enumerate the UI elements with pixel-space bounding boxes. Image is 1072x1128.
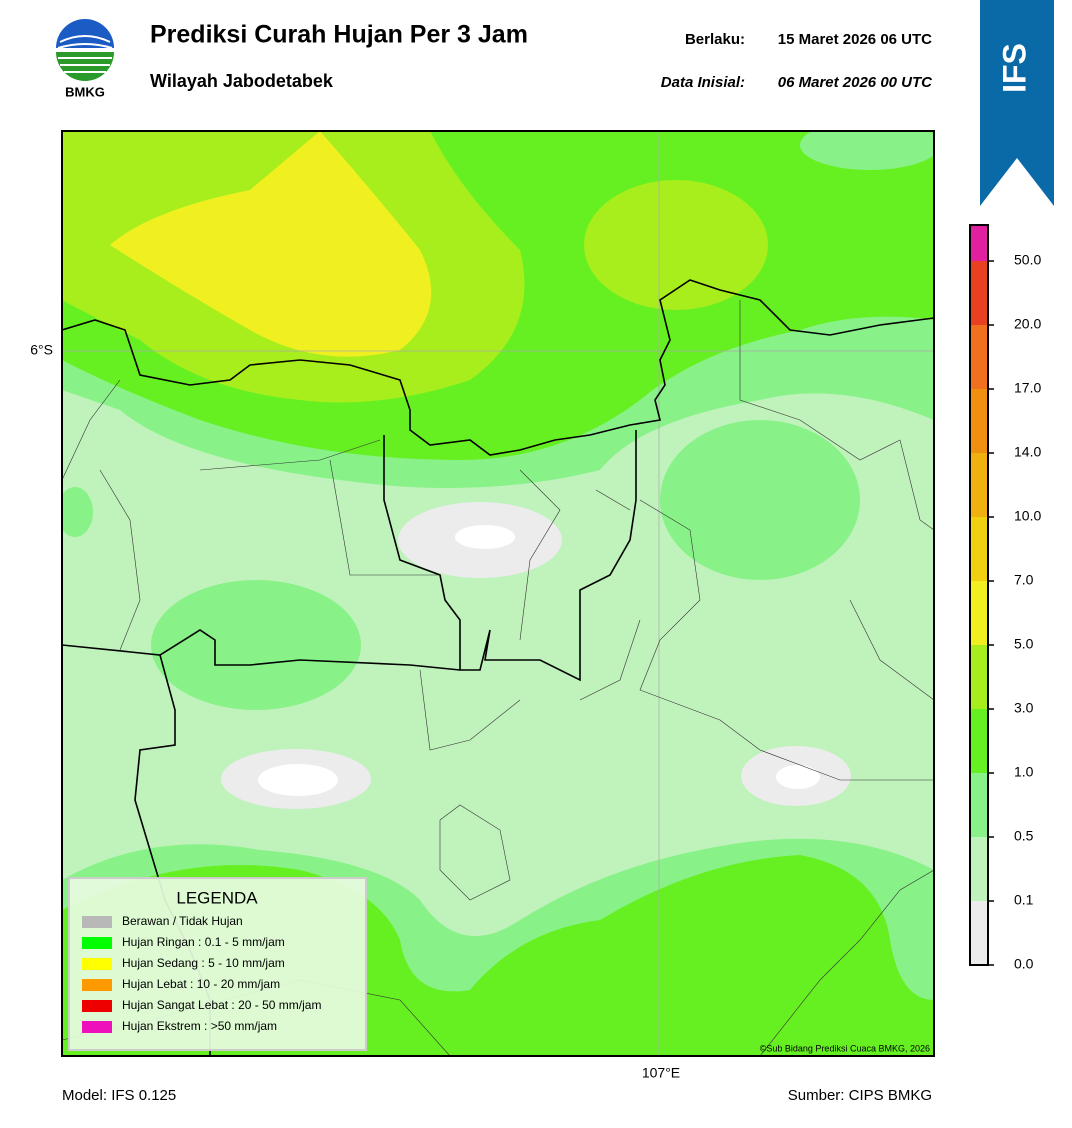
colorbar-label: 10.0: [1014, 508, 1041, 524]
colorbar-label: 50.0: [1014, 252, 1041, 268]
colorbar-segment: [970, 837, 988, 901]
badge: [980, 0, 1054, 206]
colorbar-segment: [970, 389, 988, 453]
logo-text: BMKG: [65, 84, 105, 99]
lat-label: 6°S: [30, 342, 53, 358]
legend-swatch: [82, 937, 112, 949]
colorbar-segment: [970, 645, 988, 709]
legend-swatch: [82, 1000, 112, 1012]
init-label: Data Inisial:: [661, 74, 745, 91]
colorbar-label: 20.0: [1014, 316, 1041, 332]
legend-label: Hujan Sedang : 5 - 10 mm/jam: [122, 956, 285, 970]
colorbar-label: 14.0: [1014, 444, 1041, 460]
legend-swatch: [82, 916, 112, 928]
colorbar-label: 7.0: [1014, 572, 1034, 588]
colorbar-label: 0.1: [1014, 892, 1034, 908]
colorbar-segment: [970, 581, 988, 645]
map-frame: [61, 130, 935, 1057]
footer-source: Sumber: CIPS BMKG: [788, 1087, 932, 1104]
legend: LEGENDA Berawan / Tidak Hujan Hujan Ringa…: [68, 877, 367, 1051]
legend-label: Hujan Ekstrem : >50 mm/jam: [122, 1019, 277, 1033]
init-value: 06 Maret 2026 00 UTC: [778, 74, 933, 91]
subtitle: Wilayah Jabodetabek: [150, 71, 334, 91]
lon-label: 107°E: [642, 1065, 680, 1081]
colorbar-frame: [969, 224, 989, 966]
colorbar-label: 5.0: [1014, 636, 1034, 652]
colorbar-label: 0.5: [1014, 828, 1034, 844]
legend-title: LEGENDA: [176, 888, 258, 907]
copyright: ©Sub Bidang Prediksi Cuaca BMKG, 2026: [760, 1043, 930, 1053]
colorbar-segment: [970, 773, 988, 837]
legend-label: Berawan / Tidak Hujan: [122, 914, 243, 928]
legend-label: Hujan Lebat : 10 - 20 mm/jam: [122, 977, 280, 991]
colorbar-segment: [970, 709, 988, 773]
legend-label: Hujan Ringan : 0.1 - 5 mm/jam: [122, 935, 285, 949]
colorbar-segment: [970, 901, 988, 965]
badge-text: IFS: [996, 43, 1032, 93]
bmkg-logo: [56, 19, 114, 81]
colorbar-segment: [970, 325, 988, 389]
colorbar-segment: [970, 225, 988, 261]
legend-swatch: [82, 1021, 112, 1033]
colorbar: 0.0 0.1 0.5 1.0 3.0 5.0 7.0 10.0 14.0 17.0 20.0 50.…: [969, 224, 1041, 972]
legend-swatch: [82, 958, 112, 970]
colorbar-segment: [970, 517, 988, 581]
legend-swatch: [82, 979, 112, 991]
colorbar-label: 0.0: [1014, 956, 1034, 972]
colorbar-segment: [970, 261, 988, 325]
colorbar-label: 3.0: [1014, 700, 1034, 716]
colorbar-segment: [970, 453, 988, 517]
valid-value: 15 Maret 2026 06 UTC: [778, 31, 932, 48]
title: Prediksi Curah Hujan Per 3 Jam: [150, 21, 528, 49]
valid-label: Berlaku:: [685, 31, 745, 48]
legend-label: Hujan Sangat Lebat : 20 - 50 mm/jam: [122, 998, 321, 1012]
footer-model: Model: IFS 0.125: [62, 1087, 176, 1104]
colorbar-label: 1.0: [1014, 764, 1034, 780]
colorbar-label: 17.0: [1014, 380, 1041, 396]
